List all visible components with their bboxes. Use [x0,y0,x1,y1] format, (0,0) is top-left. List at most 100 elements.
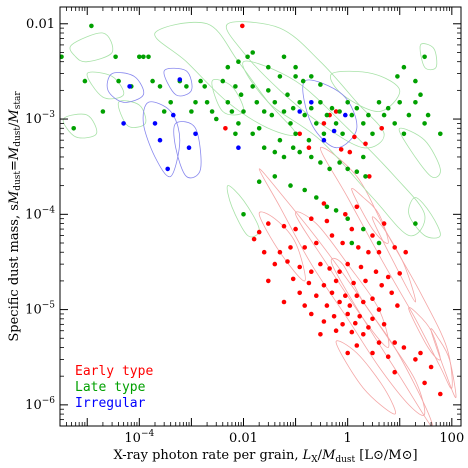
late-type-point [250,50,255,55]
early-type-point [297,264,303,270]
late-type-point [272,174,278,179]
early-type-point [357,314,363,319]
late-type-point [306,137,312,143]
late-type-point [361,226,366,232]
late-type-point [293,131,298,137]
irregular-contour [173,121,202,179]
late-type-point [202,84,207,89]
late-type-point [220,78,226,84]
early-type-point [327,266,332,271]
late-type-point [345,100,351,105]
late-type-point [168,100,173,105]
early-type-point [381,322,387,327]
early-type-point [354,293,360,299]
irregular-point [121,121,126,126]
late-type-contour [242,60,426,237]
uncertainty-contours [62,21,457,426]
late-type-point [241,212,246,217]
early-type-point [367,174,372,179]
late-type-point [361,121,366,126]
late-type-point [337,160,342,165]
early-type-point [302,303,308,308]
irregular-point [193,131,198,137]
late-type-point [198,78,203,84]
late-type-contour [211,79,245,116]
late-type-point [290,105,296,111]
early-type-point [277,249,283,255]
early-type-point [376,249,382,255]
irregular-contour [142,101,181,178]
early-type-point [373,269,379,275]
x-tick-label: 100 [439,431,464,446]
early-type-point [347,303,353,308]
late-type-point [406,112,412,118]
late-type-point [318,100,323,105]
early-type-contour [258,211,306,282]
early-type-point [309,216,314,221]
late-type-point [245,54,250,60]
irregular-point [297,109,303,114]
late-type-point [113,54,118,60]
early-type-point [340,240,345,246]
early-type-contour [351,187,389,244]
early-type-point [331,314,337,319]
late-type-contour [62,113,98,139]
late-type-point [272,149,278,155]
early-type-point [351,280,356,286]
early-type-point [256,229,262,235]
early-type-point [349,226,355,232]
early-type-contour [319,146,453,389]
late-type-point [397,100,403,105]
late-type-point [354,169,360,174]
early-type-point [318,261,323,267]
early-type-point [285,259,290,264]
early-type-point [345,350,351,356]
late-type-point [261,109,267,114]
late-type-point [413,100,418,105]
late-type-point [413,78,418,84]
early-type-point [370,350,375,356]
late-type-point [193,100,198,105]
axis-ticks [59,7,461,427]
early-type-point [397,271,403,276]
late-type-point [329,105,335,111]
legend-irregular: Irregular [75,396,146,411]
late-type-point [297,100,303,105]
irregular-point [152,121,158,126]
early-type-point [293,226,298,232]
y-axis-label: Specific dust mass, sMdust=Mdust/Mstar [7,91,23,342]
late-type-point [189,109,194,114]
late-type-point [229,109,235,114]
late-type-point [225,64,231,70]
late-type-point [349,112,355,118]
early-type-point [392,245,398,250]
late-type-contour [154,21,297,136]
late-type-point [250,84,255,89]
early-type-point [403,249,409,255]
late-type-point [71,126,76,131]
late-type-point [100,109,106,114]
early-type-point [352,134,357,140]
early-type-point [272,261,278,267]
late-type-point [314,121,319,126]
late-type-point [309,74,314,79]
late-type-contour [226,185,260,238]
early-type-point [343,293,348,299]
late-type-point [401,131,407,137]
early-type-point [314,293,319,299]
late-type-point [254,100,260,105]
late-type-point [340,131,345,137]
late-type-point [324,112,330,118]
early-type-point [321,201,327,206]
late-type-point [256,126,262,131]
late-type-point [297,149,303,155]
late-type-point [314,195,319,200]
late-type-point [345,166,351,172]
late-type-point [204,100,210,105]
tick-labels: 10−4 0.01 1 100 0.01 10−3 10−4 10−5 10−6 [25,17,464,446]
late-type-point [425,112,431,118]
early-type-point [363,278,368,284]
early-type-contour [335,340,396,415]
